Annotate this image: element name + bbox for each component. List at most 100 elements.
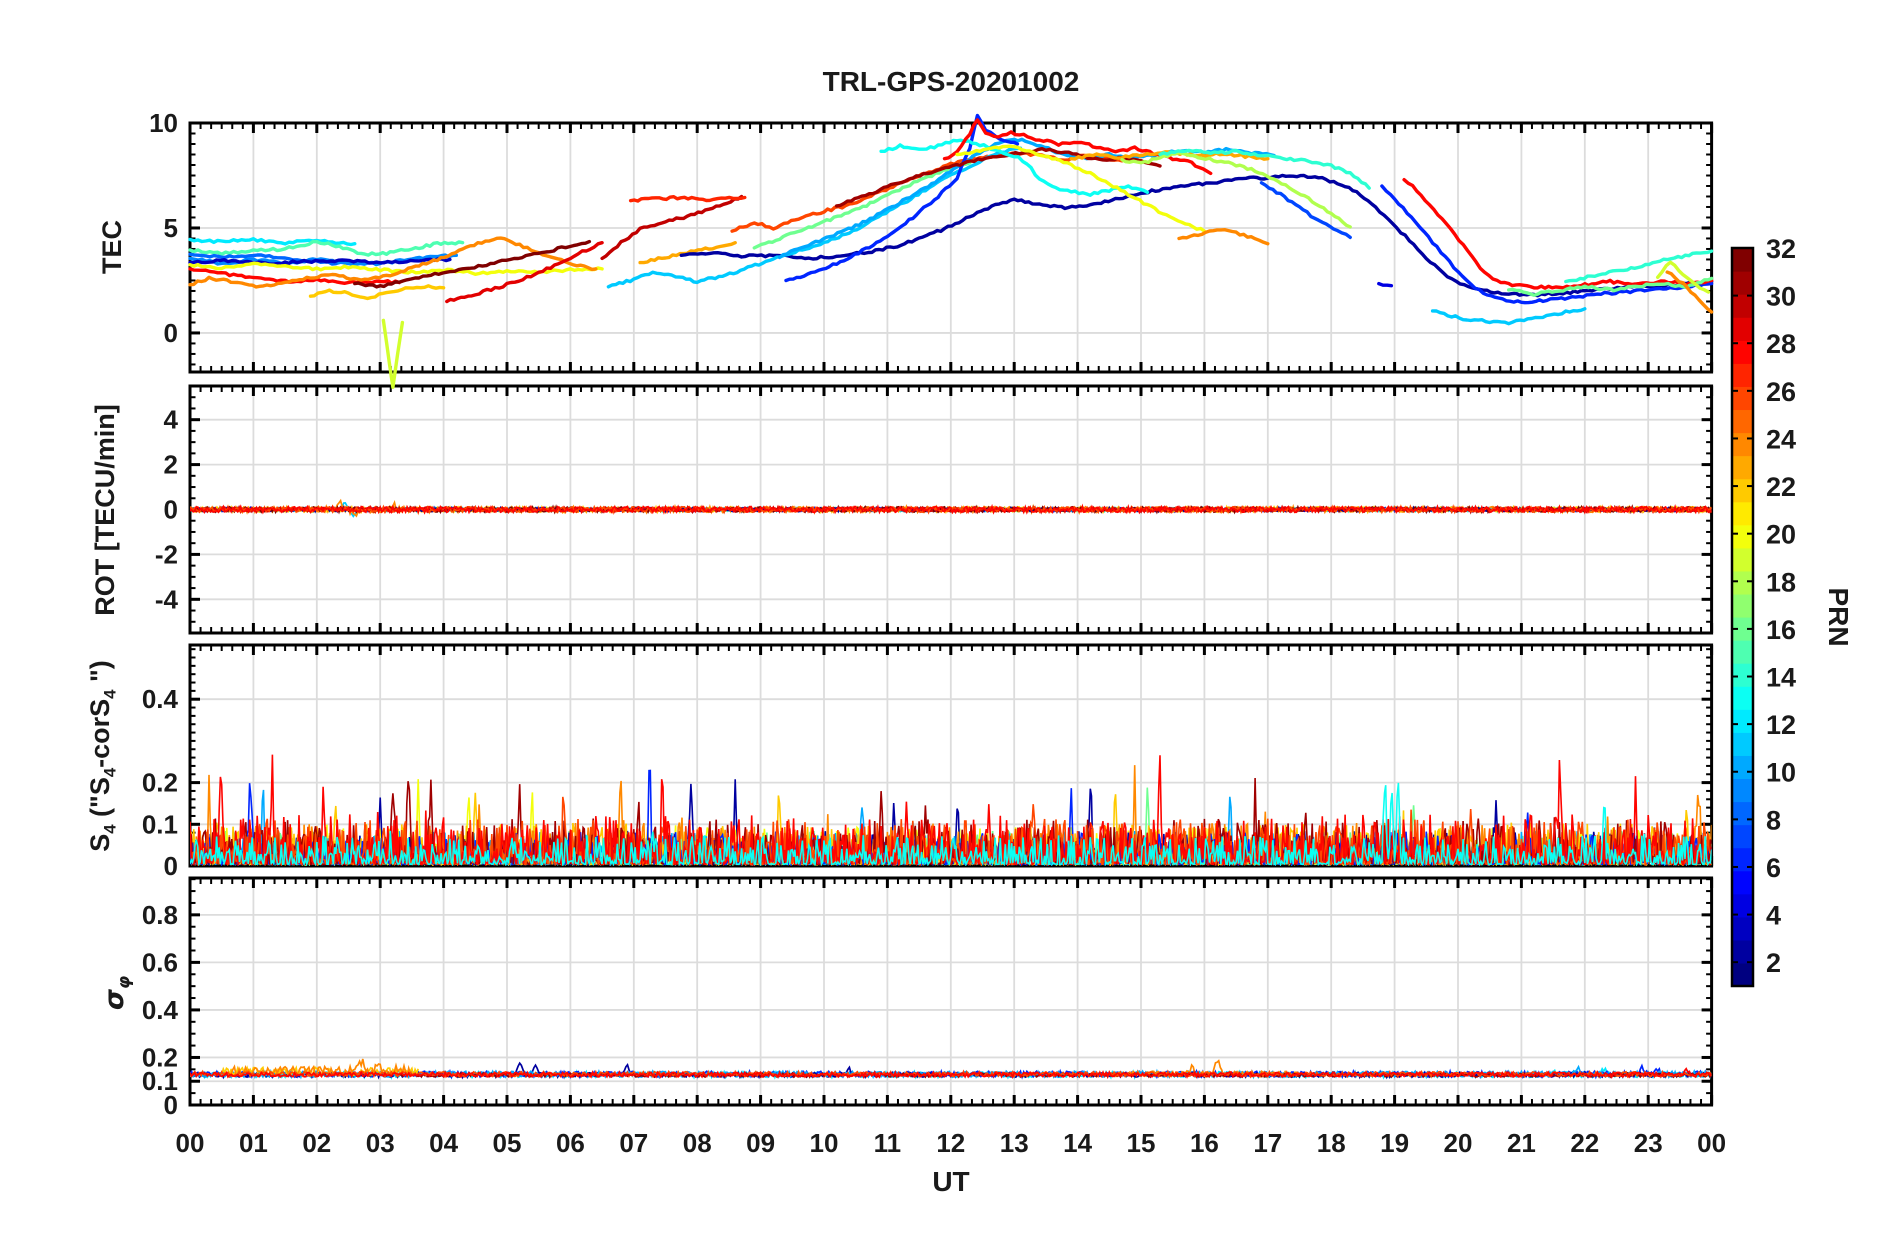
x-tick-label: 15 <box>1127 1128 1156 1158</box>
colorbar-segment <box>1732 409 1753 434</box>
x-tick-label: 01 <box>239 1128 268 1158</box>
colorbar-segment <box>1732 755 1753 780</box>
y-tick-label: 0 <box>164 495 178 525</box>
colorbar-segment <box>1732 340 1753 364</box>
y-tick-label: 0.4 <box>142 995 179 1025</box>
x-tick-label: 17 <box>1253 1128 1282 1158</box>
colorbar-tick-label: 4 <box>1766 901 1781 931</box>
x-tick-label: 04 <box>429 1128 458 1158</box>
rot-series-group <box>190 498 1712 518</box>
colorbar-tick-label: 2 <box>1766 948 1781 978</box>
tec-series-line <box>188 257 452 266</box>
tec-series-line <box>188 239 465 257</box>
colorbar-segment <box>1732 432 1753 457</box>
colorbar-segment <box>1732 778 1753 803</box>
colorbar-segment <box>1732 248 1753 272</box>
x-tick-label: 00 <box>1697 1128 1726 1158</box>
colorbar-segment <box>1732 847 1753 872</box>
colorbar-tick-label: 8 <box>1766 805 1781 835</box>
colorbar-tick-label: 6 <box>1766 853 1781 883</box>
y-axis-label-sigma-phi: σφ <box>99 975 134 1011</box>
colorbar-segment <box>1732 363 1753 387</box>
colorbar-tick-label: 18 <box>1766 567 1796 597</box>
y-tick-label: 0.8 <box>142 900 178 930</box>
tec-series-line <box>188 261 604 276</box>
colorbar-segment <box>1732 824 1753 849</box>
y-tick-label: 0.2 <box>142 768 178 798</box>
tec-series-line <box>1259 181 1352 240</box>
tec-series-line <box>1380 184 1714 305</box>
x-tick-label: 08 <box>683 1128 712 1158</box>
colorbar-segment <box>1732 663 1753 687</box>
tec-series-line <box>600 194 744 261</box>
x-tick-label: 18 <box>1317 1128 1346 1158</box>
tec-series-line <box>955 144 1207 233</box>
y-tick-label: 0 <box>164 318 178 348</box>
colorbar-segment <box>1732 478 1753 503</box>
colorbar-tick-label: 14 <box>1766 663 1796 693</box>
x-tick-label: 05 <box>493 1128 522 1158</box>
colorbar-label: PRN <box>1823 587 1854 647</box>
tec-series-line <box>628 195 747 203</box>
tec-series-line <box>1120 150 1352 229</box>
colorbar-segment <box>1732 870 1753 895</box>
panel-sigma_phi: 00.10.2 0.4 0.6 0.8 <box>142 876 1714 1120</box>
tec-series-group <box>188 113 1714 389</box>
colorbar-frame <box>1730 246 1755 988</box>
tec-series-line <box>445 241 604 304</box>
tec-series-line <box>1158 148 1371 190</box>
x-tick-label: 16 <box>1190 1128 1219 1158</box>
colorbar-segment <box>1732 547 1753 572</box>
colorbar-segment <box>1732 317 1753 341</box>
colorbar-segment <box>1732 640 1753 664</box>
x-tick-label: 22 <box>1570 1128 1599 1158</box>
x-tick-label: 19 <box>1380 1128 1409 1158</box>
tec-series-line <box>1507 276 1714 297</box>
colorbar-segment <box>1732 617 1753 641</box>
x-tick-label: 00 <box>176 1128 205 1158</box>
y-tick-label: 0.1 <box>142 809 178 839</box>
y-tick-label: 0 <box>164 851 178 881</box>
x-tick-label: 20 <box>1444 1128 1473 1158</box>
colorbar-segment <box>1732 294 1753 318</box>
tec-series-line <box>606 146 1023 289</box>
colorbar-tick-label: 32 <box>1766 234 1796 264</box>
colorbar-tick-label: 30 <box>1766 282 1796 312</box>
tec-series-line <box>730 151 1124 233</box>
tec-series-line <box>879 138 1149 197</box>
colorbar-segment <box>1732 686 1753 710</box>
colorbar-tick-label: 26 <box>1766 377 1796 407</box>
sigma-phi-series-line <box>190 1069 1712 1079</box>
y-tick-label: 4 <box>164 405 179 435</box>
y-tick-label: 10 <box>149 108 178 138</box>
colorbar-segment <box>1732 593 1753 618</box>
tec-series-line <box>752 161 972 250</box>
x-tick-label: 14 <box>1063 1128 1092 1158</box>
tec-series-line <box>353 239 592 289</box>
y-tick-label: 0.2 <box>142 1042 178 1072</box>
sigma-phi-series-group <box>190 1058 1712 1081</box>
colorbar-segment <box>1732 501 1753 526</box>
colorbar-segment <box>1732 524 1753 549</box>
sigma-phi-series-line <box>227 1058 413 1079</box>
y-tick-label: 2 <box>164 450 178 480</box>
colorbar-tick-label: 12 <box>1766 710 1796 740</box>
colorbar-segment <box>1732 893 1753 918</box>
tec-series-line <box>1430 307 1587 326</box>
sigma-phi-series-line <box>190 1067 1712 1080</box>
tec-series-line <box>188 236 598 289</box>
colorbar-segment <box>1732 570 1753 595</box>
s4-series-group <box>190 754 1712 866</box>
tec-series-line <box>1656 260 1711 294</box>
x-tick-label: 12 <box>936 1128 965 1158</box>
colorbar-tick-label: 16 <box>1766 615 1796 645</box>
colorbar-tick-label: 20 <box>1766 520 1796 550</box>
y-tick-label: 0.1 <box>142 1066 178 1096</box>
x-tick-label: 13 <box>1000 1128 1029 1158</box>
colorbar-segment <box>1732 801 1753 826</box>
y-tick-label: -4 <box>155 584 179 614</box>
rot-series-line <box>190 503 1712 515</box>
